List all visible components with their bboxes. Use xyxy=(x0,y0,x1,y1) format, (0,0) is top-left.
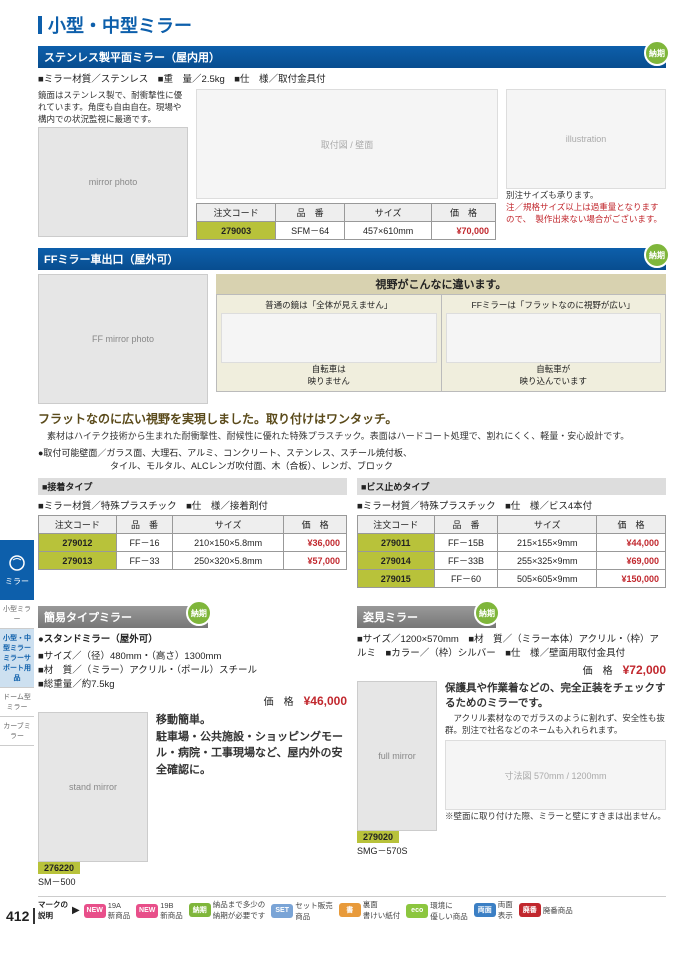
catalog-page: 小型・中型ミラー ステンレス製平面ミラー（屋内用） 納期 ミラー材質／ステンレス… xyxy=(0,0,682,930)
ff-description: 素材はハイテク技術から生まれた耐衝撃性、耐候性に優れた特殊プラスチック。表面はハ… xyxy=(38,429,666,442)
page-title: 小型・中型ミラー xyxy=(38,12,666,38)
legend-icon: 書 xyxy=(339,903,361,917)
table-row: 279011FF－15B215×155×9mm¥44,000 xyxy=(358,534,666,552)
ff-surfaces: ●取付可能壁面／ガラス面、大理石、アルミ、コンクリート、ステンレス、スチール焼付… xyxy=(38,446,666,472)
vision-diagram-narrow xyxy=(221,313,437,363)
table-row: 279014FF－33B255×325×9mm¥69,000 xyxy=(358,552,666,570)
price-line: 価 格 ¥72,000 xyxy=(357,662,666,677)
section-header-stainless: ステンレス製平面ミラー（屋内用） 納期 xyxy=(38,46,666,68)
vision-header: 視野がこんなに違います。 xyxy=(216,274,666,294)
product-photo: stand mirror xyxy=(38,712,148,862)
subtype-adhesive: ■接着タイプ xyxy=(38,478,347,495)
dimension-diagram: 寸法図 570mm / 1200mm xyxy=(445,740,666,810)
legend-icon: SET xyxy=(271,904,293,918)
product-catchcopy: 移動簡単。 駐車場・公共施設・ショッピングモール・病院・工事現場など、屋内外の安… xyxy=(156,712,347,888)
section-header-stand: 簡易タイプミラー 納期 xyxy=(38,606,208,628)
table-row: 279012FF－16210×150×5.8mm¥36,000 xyxy=(39,534,347,552)
legend-icon: 納期 xyxy=(189,903,211,917)
mounting-diagram: 取付図 / 壁面 xyxy=(196,89,498,199)
product-table: 注文コード品 番サイズ価 格279011FF－15B215×155×9mm¥44… xyxy=(357,515,666,588)
legend-lead: マークの 説明 xyxy=(38,899,68,921)
note-text: 別注サイズも承ります。 xyxy=(506,189,666,201)
order-code: 276220 xyxy=(38,862,80,874)
delivery-badge-icon: 納期 xyxy=(186,600,212,626)
legend-icon: NEW xyxy=(84,904,106,918)
section-header-sugatami: 姿見ミラー 納期 xyxy=(357,606,496,628)
page-number: 412 xyxy=(6,908,35,924)
product-blurb: 鏡面はステンレス製で、耐衝撃性に優れています。角度も自由自在。現場や構内での状況… xyxy=(38,89,188,125)
product-photo: mirror photo xyxy=(38,127,188,237)
model-number: SMG－570S xyxy=(357,844,437,857)
ff-heading: フラットなのに広い視野を実現しました。取り付けはワンタッチ。 xyxy=(38,410,666,427)
section-header-ff: FFミラー車出口（屋外可） 納期 xyxy=(38,248,666,270)
product-subtitle: ●スタンドミラー（屋外可） xyxy=(38,631,347,645)
table-row: 279013FF－33250×320×5.8mm¥57,000 xyxy=(39,552,347,570)
delivery-badge-icon: 納期 xyxy=(644,40,670,66)
legend-icon: NEW xyxy=(136,904,158,918)
product-description: アクリル素材なのでガラスのように割れず、安全性も抜群。別注で社名などのネームも入… xyxy=(445,712,666,736)
price-line: 価 格 ¥46,000 xyxy=(38,693,347,708)
product-table: 注文コード品 番サイズ価 格 279003SFM－64457×610mm¥70,… xyxy=(196,203,496,240)
table-row: 279003SFM－64457×610mm¥70,000 xyxy=(197,222,496,240)
delivery-badge-icon: 納期 xyxy=(474,600,500,626)
product-photo: FF mirror photo xyxy=(38,274,208,404)
note-text: ※壁面に取り付けた際、ミラーと壁にすきまは出ません。 xyxy=(445,810,666,822)
legend-icon: 両面 xyxy=(474,903,496,917)
note-warning: 注／規格サイズ以上は過重量となりますので、 製作出来ない場合がございます。 xyxy=(506,201,666,225)
vision-comparison: 普通の鏡は「全体が見えません」 自転車は 映りません FFミラーは「フラットなの… xyxy=(216,294,666,392)
usage-illustration: illustration xyxy=(506,89,666,189)
delivery-badge-icon: 納期 xyxy=(644,242,670,268)
product-table: 注文コード品 番サイズ価 格279012FF－16210×150×5.8mm¥3… xyxy=(38,515,347,570)
legend-icon: eco xyxy=(406,904,428,918)
product-photo: full mirror xyxy=(357,681,437,831)
legend-footer: マークの 説明 ▶ NEW 19A 新商品 NEW 19B 新商品 納期 納品ま… xyxy=(38,896,666,922)
spec-line: ミラー材質／ステンレス 重 量／2.5kg 仕 様／取付金具付 xyxy=(38,71,666,85)
model-number: SM－500 xyxy=(38,875,148,888)
product-catchcopy: 保護具や作業着などの、完全正装をチェックするためのミラーです。 xyxy=(445,681,666,710)
legend-icon: 廃番 xyxy=(519,903,541,917)
table-row: 279015FF－60505×605×9mm¥150,000 xyxy=(358,570,666,588)
order-code: 279020 xyxy=(357,831,399,843)
vision-diagram-wide xyxy=(446,313,662,363)
subtype-screw: ■ビス止めタイプ xyxy=(357,478,666,495)
